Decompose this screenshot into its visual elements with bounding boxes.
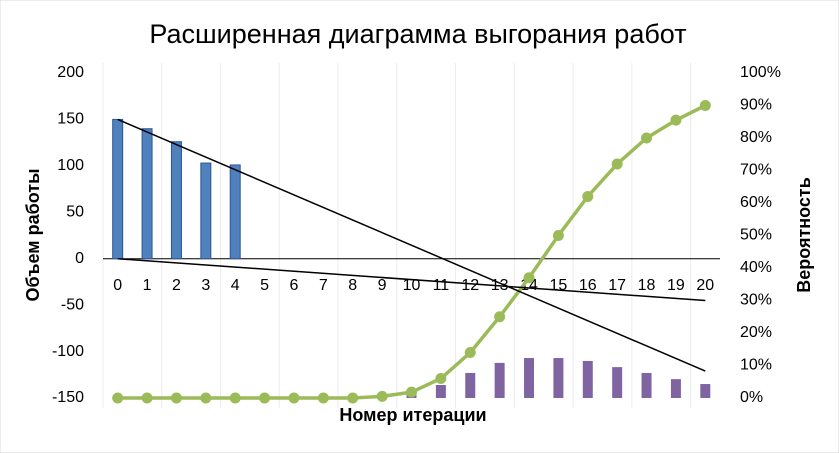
y2-tick-label: 80% (740, 129, 772, 146)
y2-axis-title: Вероятность (794, 177, 814, 293)
x-tick-label: 20 (696, 277, 714, 294)
point (670, 114, 682, 126)
point (317, 392, 329, 404)
bar (170, 141, 182, 260)
x-tick-label: 11 (433, 277, 450, 294)
x-tick-label: 5 (260, 277, 269, 294)
bar (494, 362, 505, 398)
bar (700, 384, 711, 398)
x-tick-label: 15 (550, 277, 568, 294)
trendline (117, 257, 706, 302)
y2-tick-label: 0% (740, 389, 763, 406)
bar (582, 360, 593, 398)
x-tick-label: 3 (201, 277, 210, 294)
y-tick-label: 100 (57, 157, 84, 174)
y2-tick-label: 50% (740, 227, 772, 244)
x-tick-label: 2 (172, 277, 181, 294)
bar (553, 358, 564, 398)
point (582, 191, 594, 202)
bar (670, 379, 681, 398)
y-tick-label: 50 (66, 204, 84, 221)
x-tick-label: 10 (403, 277, 421, 294)
x-tick-label: 1 (143, 277, 152, 294)
bar (200, 162, 212, 260)
x-tick-label: 6 (290, 277, 299, 294)
y-axis-title: Объем работы (23, 169, 43, 302)
x-tick-label: 4 (231, 277, 240, 294)
point (376, 390, 388, 402)
bar (229, 164, 241, 260)
point (435, 373, 447, 384)
y2-tick-label: 60% (740, 194, 772, 211)
y-tick-label: 200 (57, 64, 84, 81)
x-axis-title: Номер итерации (339, 405, 486, 425)
point (523, 272, 535, 284)
y2-tick-label: 20% (740, 324, 772, 341)
point (552, 230, 564, 241)
y-tick-label: 150 (57, 111, 84, 128)
bar (465, 372, 476, 398)
y-tick-label: -50 (61, 296, 84, 313)
x-tick-label: 7 (319, 277, 328, 294)
x-tick-label: 19 (667, 277, 685, 294)
y2-tick-label: 10% (740, 357, 772, 374)
y2-tick-label: 40% (740, 259, 772, 276)
x-tick-label: 0 (113, 277, 122, 294)
bar (435, 385, 446, 398)
point (141, 392, 153, 404)
point (699, 100, 711, 111)
point (494, 311, 506, 323)
y-tick-label: 0 (75, 250, 84, 267)
bar (612, 367, 623, 398)
bar (112, 118, 124, 260)
y-tick-label: -150 (52, 389, 84, 406)
point (259, 392, 271, 404)
x-tick-label: 8 (348, 277, 357, 294)
bar (141, 128, 153, 260)
chart-title: Расширенная диаграмма выгорания работ (149, 19, 686, 49)
point (229, 392, 241, 404)
x-tick-label: 9 (378, 277, 387, 294)
point (406, 386, 417, 398)
point (611, 158, 623, 170)
y2-tick-label: 90% (740, 97, 772, 114)
bar (524, 358, 535, 398)
point (170, 392, 182, 404)
x-tick-label: 16 (579, 277, 597, 294)
x-tick-label: 12 (461, 277, 479, 294)
point (641, 132, 653, 144)
point (288, 392, 300, 404)
point (347, 392, 359, 404)
point (464, 347, 476, 358)
point (200, 392, 212, 404)
y-tick-label: -100 (52, 343, 84, 360)
trendline (117, 118, 706, 372)
y2-tick-label: 100% (740, 64, 781, 81)
bar (641, 372, 652, 398)
x-tick-label: 18 (638, 277, 656, 294)
x-tick-label: 17 (608, 277, 626, 294)
y2-tick-label: 30% (740, 292, 772, 309)
point (112, 392, 124, 404)
y2-tick-label: 70% (740, 162, 772, 179)
